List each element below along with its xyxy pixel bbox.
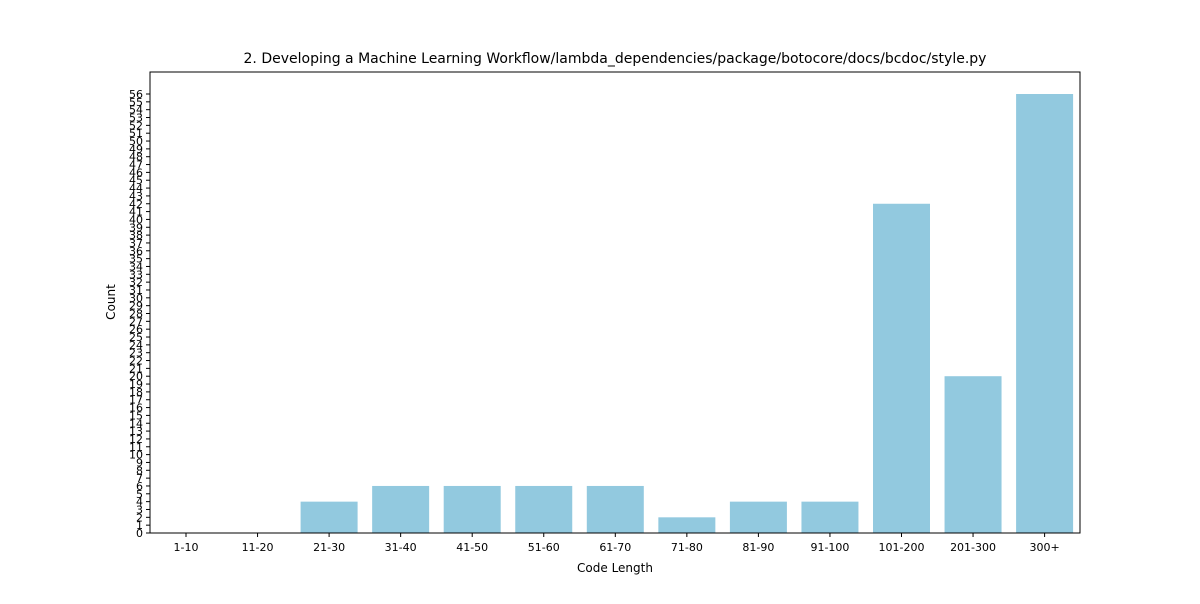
y-tick-label: 2 bbox=[136, 511, 143, 524]
y-tick-label: 49 bbox=[129, 143, 143, 156]
plot-area bbox=[300, 94, 1074, 533]
bar-41-50 bbox=[443, 485, 501, 533]
bar-51-60 bbox=[515, 485, 573, 533]
x-tick-label: 51-60 bbox=[528, 541, 560, 554]
y-tick-label: 43 bbox=[129, 190, 143, 203]
y-tick-label: 25 bbox=[129, 331, 143, 344]
y-tick-label: 50 bbox=[129, 135, 143, 148]
y-tick-label: 40 bbox=[129, 213, 143, 226]
y-tick-label: 38 bbox=[129, 229, 143, 242]
y-tick-label: 27 bbox=[129, 315, 143, 328]
y-tick-label: 36 bbox=[129, 245, 143, 258]
y-tick-label: 24 bbox=[129, 339, 143, 352]
y-tick-label: 41 bbox=[129, 206, 143, 219]
bar-61-70 bbox=[586, 485, 644, 533]
y-axis: 0123456789101112131415161718192021222324… bbox=[129, 88, 150, 540]
y-tick-label: 45 bbox=[129, 174, 143, 187]
y-tick-label: 13 bbox=[129, 425, 143, 438]
y-tick-label: 4 bbox=[136, 496, 143, 509]
y-tick-label: 55 bbox=[129, 96, 143, 109]
x-tick-label: 1-10 bbox=[174, 541, 199, 554]
y-tick-label: 53 bbox=[129, 112, 143, 125]
y-tick-label: 28 bbox=[129, 308, 143, 321]
y-tick-label: 23 bbox=[129, 347, 143, 360]
bar-21-30 bbox=[300, 501, 358, 533]
y-tick-label: 29 bbox=[129, 300, 143, 313]
y-tick-label: 54 bbox=[129, 104, 143, 117]
x-tick-label: 91-100 bbox=[810, 541, 849, 554]
x-tick-label: 101-200 bbox=[879, 541, 925, 554]
y-tick-label: 16 bbox=[129, 402, 143, 415]
y-tick-label: 14 bbox=[129, 417, 143, 430]
x-tick-label: 71-80 bbox=[671, 541, 703, 554]
y-tick-label: 20 bbox=[129, 370, 143, 383]
y-tick-label: 17 bbox=[129, 394, 143, 407]
y-tick-label: 18 bbox=[129, 386, 143, 399]
bar-101-200 bbox=[873, 203, 930, 533]
y-tick-label: 39 bbox=[129, 221, 143, 234]
y-tick-label: 10 bbox=[129, 449, 143, 462]
x-tick-label: 41-50 bbox=[456, 541, 488, 554]
y-tick-label: 21 bbox=[129, 362, 143, 375]
x-tick-label: 61-70 bbox=[599, 541, 631, 554]
x-tick-label: 81-90 bbox=[742, 541, 774, 554]
y-tick-label: 34 bbox=[129, 260, 143, 273]
x-tick-label: 11-20 bbox=[242, 541, 274, 554]
y-tick-label: 47 bbox=[129, 159, 143, 172]
y-tick-label: 11 bbox=[129, 441, 143, 454]
y-tick-label: 19 bbox=[129, 378, 143, 391]
y-tick-label: 9 bbox=[136, 456, 143, 469]
y-tick-label: 15 bbox=[129, 409, 143, 422]
bar-31-40 bbox=[372, 485, 430, 533]
y-tick-label: 31 bbox=[129, 284, 143, 297]
chart-title: 2. Developing a Machine Learning Workflo… bbox=[244, 51, 987, 67]
bar-81-90 bbox=[729, 501, 787, 533]
y-tick-label: 48 bbox=[129, 151, 143, 164]
plot-frame bbox=[149, 71, 1081, 534]
y-tick-label: 30 bbox=[129, 292, 143, 305]
y-tick-label: 35 bbox=[129, 253, 143, 266]
y-tick-label: 51 bbox=[129, 127, 143, 140]
x-axis: 1-10 11-20 21-30 31-40 41-50 51-60 61-70 71-80 8… bbox=[174, 533, 1060, 554]
bar-91-100 bbox=[801, 501, 859, 533]
x-tick-label: 31-40 bbox=[385, 541, 417, 554]
y-tick-label: 44 bbox=[129, 182, 143, 195]
y-tick-label: 56 bbox=[129, 88, 143, 101]
y-tick-label: 33 bbox=[129, 268, 143, 281]
bar-201-300 bbox=[944, 376, 1002, 533]
x-axis-label: Code Length bbox=[577, 561, 653, 575]
y-tick-label: 46 bbox=[129, 166, 143, 179]
y-tick-label: 32 bbox=[129, 276, 143, 289]
y-tick-label: 26 bbox=[129, 323, 143, 336]
y-tick-label: 5 bbox=[136, 488, 143, 501]
y-tick-label: 12 bbox=[129, 433, 143, 446]
y-tick-label: 8 bbox=[136, 464, 143, 477]
y-axis-label: Count bbox=[104, 284, 118, 320]
y-tick-label: 7 bbox=[136, 472, 143, 485]
y-tick-label: 6 bbox=[136, 480, 143, 493]
y-tick-label: 3 bbox=[136, 503, 143, 516]
bar-71-80 bbox=[658, 517, 716, 533]
y-tick-label: 37 bbox=[129, 237, 143, 250]
x-tick-label: 300+ bbox=[1029, 541, 1059, 554]
bar-300plus bbox=[1016, 94, 1074, 533]
y-tick-label: 1 bbox=[136, 519, 143, 532]
y-tick-label: 22 bbox=[129, 355, 143, 368]
x-tick-label: 201-300 bbox=[950, 541, 996, 554]
x-tick-label: 21-30 bbox=[313, 541, 345, 554]
y-tick-label: 52 bbox=[129, 119, 143, 132]
y-tick-label: 0 bbox=[136, 527, 143, 540]
y-tick-label: 42 bbox=[129, 198, 143, 211]
